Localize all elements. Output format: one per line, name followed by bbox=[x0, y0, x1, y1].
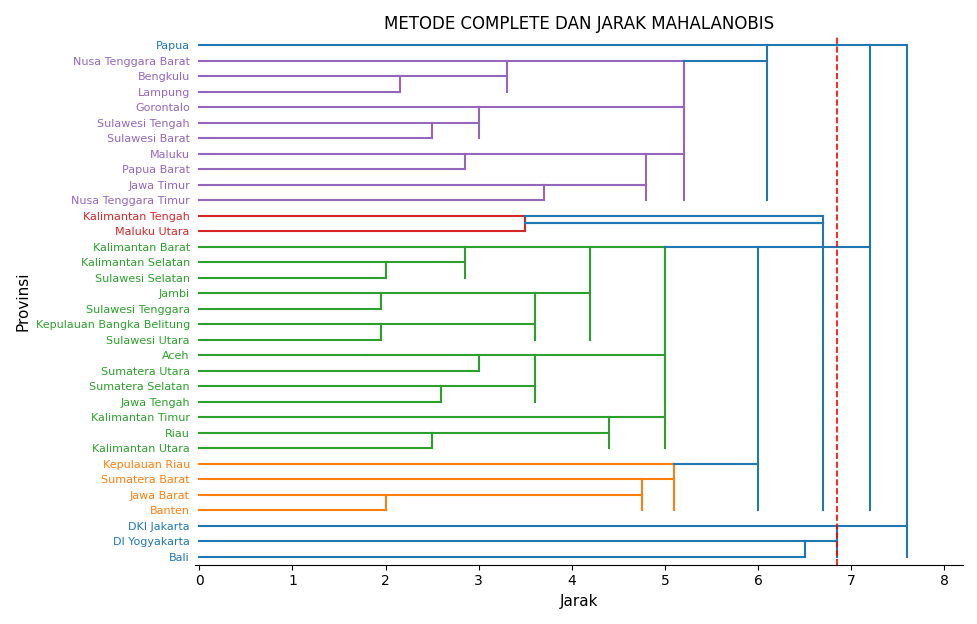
Title: METODE COMPLETE DAN JARAK MAHALANOBIS: METODE COMPLETE DAN JARAK MAHALANOBIS bbox=[383, 15, 773, 33]
X-axis label: Jarak: Jarak bbox=[559, 594, 598, 609]
Y-axis label: Provinsi: Provinsi bbox=[15, 271, 30, 331]
